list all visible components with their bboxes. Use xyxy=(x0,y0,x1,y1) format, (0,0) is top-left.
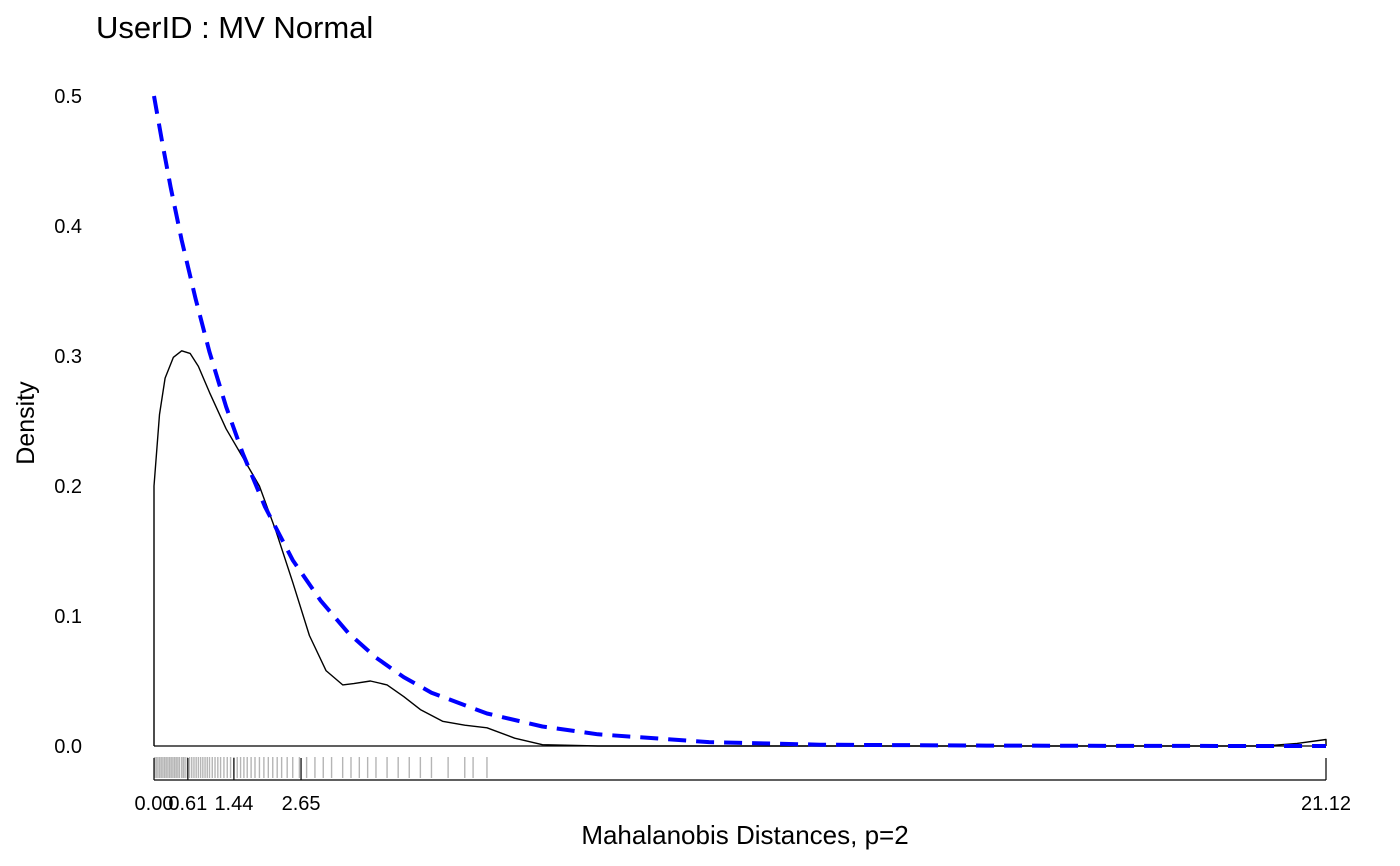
y-tick-label: 0.5 xyxy=(54,86,82,108)
y-tick-label: 0.4 xyxy=(54,216,82,238)
y-tick-label: 0.3 xyxy=(54,346,82,368)
x-tick-label: 21.12 xyxy=(1301,793,1351,815)
y-tick-label: 0.1 xyxy=(54,606,82,628)
y-tick-label: 0.2 xyxy=(54,476,82,498)
x-tick-label: 2.65 xyxy=(282,793,321,815)
empirical-density-line xyxy=(153,350,1327,747)
reference-density-line xyxy=(152,95,1327,748)
x-tick-label: 0.61 xyxy=(168,793,207,815)
x-axis-label: Mahalanobis Distances, p=2 xyxy=(581,820,909,850)
chart-title: UserID : MV Normal xyxy=(96,10,374,45)
x-tick-label: 0.00 xyxy=(135,793,174,815)
y-tick-label: 0.0 xyxy=(54,736,82,758)
x-tick-label: 1.44 xyxy=(214,793,253,815)
